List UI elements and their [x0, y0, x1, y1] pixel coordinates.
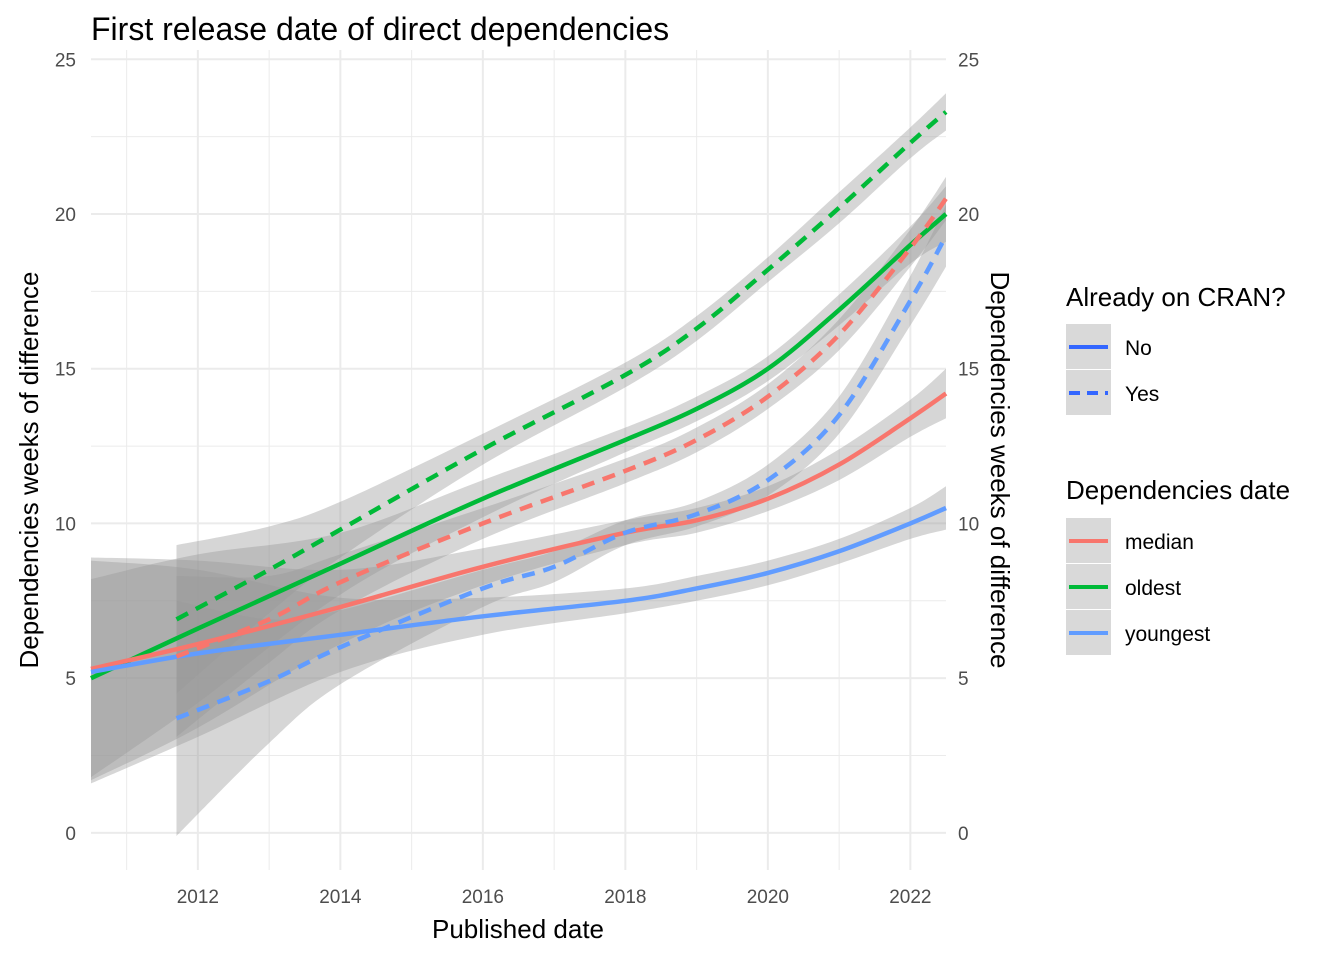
line-oldest-yes: [175, 110, 948, 622]
y-tick-label: 10: [55, 514, 76, 535]
y-tick-label-right: 0: [958, 824, 969, 845]
chart-title: First release date of direct dependencie…: [91, 11, 669, 47]
legend-label-median: median: [1125, 531, 1194, 554]
line-median-yes: [175, 197, 948, 659]
x-tick-label: 2012: [177, 887, 219, 908]
line-median-no: [90, 391, 948, 672]
legend-label-oldest: oldest: [1125, 577, 1181, 600]
y-tick-label-right: 20: [958, 205, 979, 226]
legend-cran: Already on CRAN? No Yes: [1066, 282, 1286, 415]
legend-dep-title: Dependencies date: [1066, 475, 1290, 505]
y-tick-labels-right: 0 5 10 15 20 25: [958, 50, 979, 845]
series-lines: [90, 110, 948, 721]
legend-dependencies: Dependencies date median oldest youngest: [1066, 475, 1290, 655]
x-tick-label: 2020: [747, 887, 789, 908]
x-tick-label: 2018: [604, 887, 646, 908]
y-tick-label: 25: [55, 50, 76, 71]
y-tick-label: 15: [55, 360, 76, 381]
y-tick-label: 20: [55, 205, 76, 226]
y-tick-label-right: 10: [958, 514, 979, 535]
y-tick-label: 0: [65, 824, 76, 845]
grid: [91, 50, 946, 870]
y-tick-label-right: 5: [958, 669, 969, 690]
line-youngest-no: [90, 505, 947, 675]
y-axis-title-left: Dependencies weeks of difference: [14, 272, 44, 669]
x-tick-labels: 2012 2014 2016 2018 2020 2022: [177, 887, 932, 908]
legend-label-youngest: youngest: [1125, 623, 1210, 646]
y-axis-title-right: Dependencies weeks of difference: [985, 272, 1015, 669]
y-tick-label: 5: [65, 669, 76, 690]
x-tick-label: 2016: [462, 887, 504, 908]
legend-label-no: No: [1125, 337, 1152, 360]
y-tick-labels-left: 0 5 10 15 20 25: [55, 50, 76, 845]
line-oldest-no: [90, 212, 948, 681]
band-youngest-no: [91, 486, 946, 784]
legend-label-yes: Yes: [1125, 383, 1159, 406]
x-tick-label: 2022: [889, 887, 931, 908]
confidence-bands: [91, 93, 946, 836]
legend-cran-title: Already on CRAN?: [1066, 282, 1286, 312]
line-youngest-yes: [175, 234, 948, 721]
y-tick-label-right: 15: [958, 360, 979, 381]
x-tick-label: 2014: [319, 887, 362, 908]
x-axis-title: Published date: [432, 914, 604, 944]
y-tick-label-right: 25: [958, 50, 979, 71]
